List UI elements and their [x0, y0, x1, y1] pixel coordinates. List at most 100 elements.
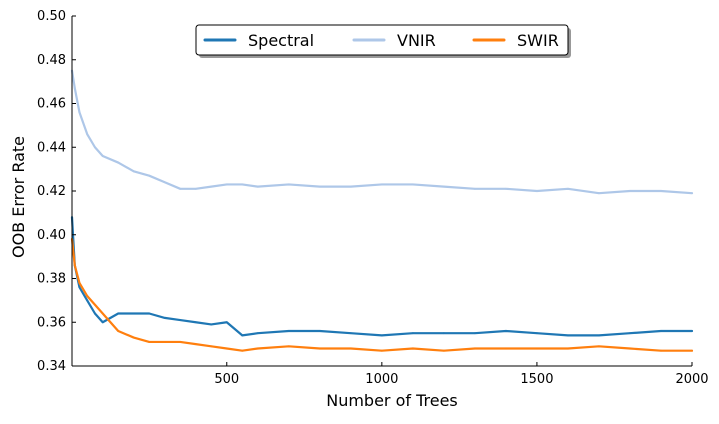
data-point-spectral	[598, 334, 600, 337]
axes: 0.34 0.36 0.38 0.40 0.42 0.44 0.46 0.48 0.50 500 1…	[9, 9, 709, 410]
data-point-vnir	[86, 133, 89, 136]
x-tick-label: 500	[214, 372, 239, 387]
data-point-spectral	[148, 312, 151, 315]
data-point-spectral	[691, 330, 693, 332]
legend: Spectral VNIR SWIR	[195, 24, 571, 58]
data-point-swir	[94, 303, 96, 306]
data-point-spectral	[411, 332, 414, 335]
data-point-swir	[505, 347, 507, 350]
legend-label-vnir: VNIR	[397, 31, 436, 50]
data-point-spectral	[225, 321, 228, 324]
data-point-vnir	[101, 155, 104, 157]
data-point-vnir	[117, 161, 120, 164]
data-point-vnir	[94, 146, 96, 149]
data-point-swir	[132, 336, 135, 339]
data-point-swir	[567, 347, 569, 350]
y-tick-label: 0.40	[37, 228, 66, 243]
y-tick-label: 0.42	[37, 184, 66, 199]
data-point-spectral	[505, 330, 507, 332]
data-point-spectral	[287, 330, 290, 332]
data-point-vnir	[505, 187, 507, 190]
y-tick-label: 0.34	[37, 359, 66, 374]
data-point-vnir	[629, 190, 631, 192]
data-point-spectral	[101, 321, 104, 324]
data-point-swir	[318, 347, 321, 350]
data-point-swir	[411, 347, 414, 350]
data-point-spectral	[241, 334, 244, 337]
legend-label-spectral: Spectral	[248, 31, 314, 50]
data-point-spectral	[380, 334, 383, 337]
data-point-spectral	[536, 332, 538, 335]
data-point-vnir	[473, 187, 476, 190]
x-tick-label: 1500	[520, 372, 553, 387]
data-point-vnir	[241, 183, 244, 186]
x-tick-label: 1000	[365, 372, 398, 387]
y-tick-label: 0.48	[37, 53, 66, 68]
data-point-swir	[117, 330, 120, 332]
data-point-vnir	[598, 192, 600, 195]
data-point-vnir	[287, 183, 290, 186]
data-point-swir	[241, 349, 244, 352]
data-point-spectral	[318, 330, 321, 332]
data-point-spectral	[78, 286, 81, 289]
data-point-spectral	[349, 332, 352, 335]
data-point-spectral	[256, 332, 259, 335]
data-point-swir	[473, 347, 476, 350]
data-point-swir	[442, 349, 445, 352]
data-point-swir	[660, 349, 662, 352]
data-point-vnir	[179, 187, 182, 190]
data-point-swir	[194, 343, 197, 346]
data-point-swir	[629, 347, 631, 350]
y-tick-label: 0.36	[37, 315, 66, 330]
plot-area	[70, 69, 694, 352]
data-point-swir	[179, 341, 182, 343]
data-point-spectral	[132, 312, 135, 315]
data-point-swir	[73, 264, 76, 267]
data-point-vnir	[225, 183, 228, 186]
data-point-vnir	[210, 185, 213, 188]
data-point-vnir	[380, 183, 383, 186]
data-point-vnir	[411, 183, 414, 186]
data-point-spectral	[442, 332, 445, 335]
data-point-swir	[536, 347, 538, 350]
data-point-spectral	[660, 330, 662, 332]
data-point-vnir	[318, 185, 321, 188]
data-point-spectral	[179, 319, 182, 321]
y-tick-label: 0.38	[37, 272, 66, 287]
data-point-swir	[78, 281, 81, 284]
data-point-spectral	[210, 323, 213, 326]
data-point-spectral	[567, 334, 569, 337]
data-point-swir	[210, 345, 213, 348]
series-line-vnir	[70, 69, 694, 195]
legend-label-swir: SWIR	[517, 31, 559, 50]
series-line-spectral	[70, 216, 694, 337]
x-axis-label: Number of Trees	[326, 391, 458, 410]
data-point-vnir	[349, 185, 352, 188]
data-point-swir	[225, 347, 228, 350]
data-point-swir	[287, 345, 290, 348]
data-point-vnir	[660, 190, 662, 192]
data-point-vnir	[78, 111, 81, 114]
data-point-spectral	[194, 321, 197, 324]
x-tick-label: 2000	[675, 372, 708, 387]
y-tick-label: 0.50	[37, 9, 66, 24]
data-point-vnir	[536, 190, 538, 192]
data-point-vnir	[691, 192, 693, 195]
data-point-vnir	[132, 170, 135, 173]
data-point-swir	[163, 341, 166, 343]
data-point-swir	[691, 349, 693, 352]
data-point-vnir	[73, 87, 76, 90]
data-point-swir	[256, 347, 259, 350]
y-axis-label: OOB Error Rate	[9, 136, 28, 258]
data-point-vnir	[148, 174, 151, 177]
data-point-vnir	[163, 181, 166, 184]
data-point-vnir	[442, 185, 445, 188]
y-tick-label: 0.46	[37, 97, 66, 112]
data-point-swir	[349, 347, 352, 350]
data-point-spectral	[473, 332, 476, 335]
data-point-swir	[380, 349, 383, 352]
y-tick-label: 0.44	[37, 140, 66, 155]
data-point-spectral	[94, 312, 96, 315]
